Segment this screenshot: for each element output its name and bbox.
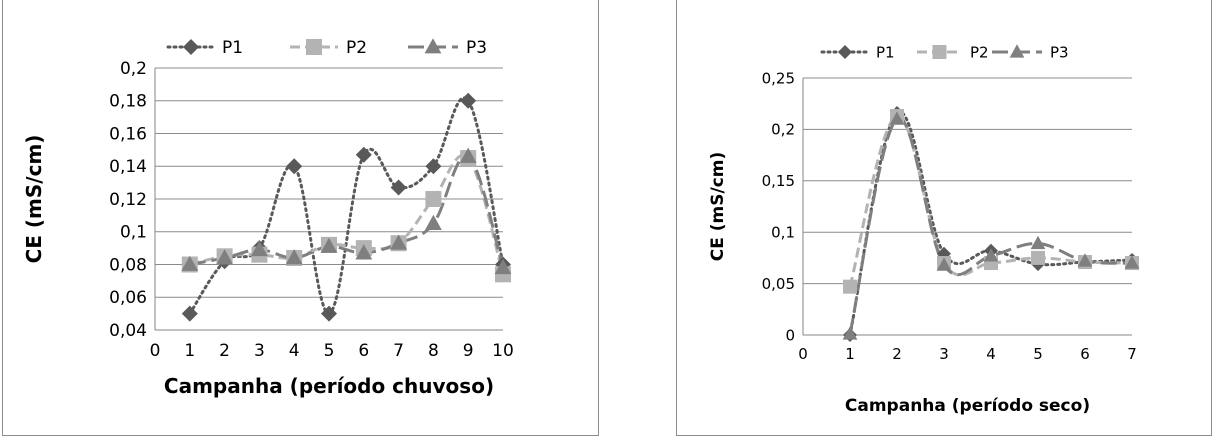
chart-panel-dry: 0 0,05 0,1 0,15 0,2 0,25 0 1 2 3 4 5 6 7 Campanha (per… <box>676 0 1212 436</box>
y-tick-label: 0,16 <box>109 124 147 144</box>
legend-marker-p3 <box>1009 44 1025 58</box>
data-point-p1 <box>460 92 477 109</box>
data-point-p3 <box>889 111 905 125</box>
y-tick-label: 0,2 <box>120 59 147 79</box>
data-point-p3 <box>459 147 477 163</box>
data-point-p3 <box>1077 253 1093 267</box>
data-point-p3 <box>181 255 199 271</box>
legend-marker-p1 <box>838 45 852 59</box>
data-point-p3 <box>1030 235 1046 250</box>
data-point-p3 <box>983 248 999 262</box>
data-point-p3 <box>216 249 233 265</box>
y-tick-label: 0,04 <box>109 321 147 341</box>
y-tick-label: 0,18 <box>109 92 147 112</box>
legend-marker-p2 <box>306 39 322 55</box>
x-axis-title: Campanha (período seco) <box>845 396 1090 416</box>
data-point-p3 <box>390 234 407 250</box>
y-tick-label: 0 <box>785 326 795 344</box>
x-axis-title: Campanha (período chuvoso) <box>164 374 494 398</box>
data-point-p3 <box>1124 255 1140 269</box>
x-tick-label: 0 <box>150 341 161 361</box>
x-tick-label: 5 <box>324 341 335 361</box>
data-point-p1 <box>286 158 303 175</box>
series-line-p1 <box>848 110 1134 337</box>
x-tick-label: 6 <box>1080 345 1090 363</box>
data-point-p3 <box>285 249 303 265</box>
x-tick-label: 10 <box>492 341 514 361</box>
data-point-p3 <box>842 326 858 340</box>
x-tick-label: 7 <box>393 341 404 361</box>
legend-label-p1: P1 <box>876 43 895 61</box>
y-tick-label: 0,1 <box>771 223 795 241</box>
data-point-p1 <box>390 179 407 196</box>
x-tick-label: 0 <box>798 345 808 363</box>
legend-label-p2: P2 <box>970 43 989 61</box>
data-point-p1 <box>355 146 372 163</box>
legend-marker-p2 <box>932 45 947 59</box>
x-tick-label: 3 <box>939 345 949 363</box>
y-tick-label: 0,12 <box>109 190 147 210</box>
data-point-p2 <box>1031 250 1045 265</box>
data-point-p3 <box>425 214 442 230</box>
data-point-p3 <box>251 240 268 257</box>
x-tick-label: 4 <box>289 341 300 361</box>
y-tick-label: 0,14 <box>109 157 147 177</box>
legend-label-p1: P1 <box>222 38 243 58</box>
x-tick-label: 5 <box>1033 345 1043 363</box>
y-tick-label: 0,2 <box>771 121 795 139</box>
y-axis-title: CE (mS/cm) <box>22 135 46 264</box>
x-tick-label: 8 <box>428 341 439 361</box>
legend-label-p2: P2 <box>346 38 367 58</box>
y-tick-label: 0,1 <box>120 223 147 243</box>
series-line-p3 <box>848 117 1133 335</box>
x-tick-label: 1 <box>184 341 195 361</box>
legend-marker-p1 <box>183 39 199 55</box>
data-point-p3 <box>320 237 338 253</box>
series-line-p2 <box>189 153 505 275</box>
x-tick-label: 9 <box>463 341 474 361</box>
data-point-p2 <box>843 279 857 294</box>
y-tick-label: 0,06 <box>109 288 147 308</box>
y-tick-label: 0,15 <box>762 172 795 190</box>
series-line-p2 <box>848 114 1133 288</box>
y-tick-label: 0,08 <box>109 255 147 275</box>
y-axis-title: CE (mS/cm) <box>708 152 728 262</box>
data-point-p2 <box>425 191 442 207</box>
x-tick-label: 3 <box>254 341 265 361</box>
x-tick-label: 6 <box>358 341 369 361</box>
legend-marker-p3 <box>424 38 442 54</box>
data-point-p1 <box>321 305 337 322</box>
data-point-p3 <box>355 244 373 260</box>
x-tick-label: 4 <box>986 345 996 363</box>
data-point-p1 <box>181 305 198 322</box>
series-line-p3 <box>189 154 505 269</box>
y-tick-label: 0,25 <box>762 69 795 87</box>
x-tick-label: 1 <box>845 345 855 363</box>
series-line-p1 <box>188 96 505 316</box>
data-point-p1 <box>425 158 442 175</box>
data-point-p3 <box>494 258 512 275</box>
legend-label-p3: P3 <box>466 38 487 58</box>
legend-label-p3: P3 <box>1050 43 1069 61</box>
chart-dry-season: 0 0,05 0,1 0,15 0,2 0,25 0 1 2 3 4 5 6 7 Campanha (per… <box>708 43 1140 416</box>
x-tick-label: 7 <box>1127 345 1137 363</box>
data-point-p3 <box>936 257 952 271</box>
x-tick-label: 2 <box>892 345 902 363</box>
chart-rainy-season: 0,04 0,06 0,08 0,1 0,12 0,14 0,16 0,18 0,2 0 1 2 3 4 5… <box>22 38 514 398</box>
x-tick-label: 2 <box>219 341 230 361</box>
chart-panel-rainy: 0,04 0,06 0,08 0,1 0,12 0,14 0,16 0,18 0,2 0 1 2 3 4 5… <box>2 0 599 436</box>
y-tick-label: 0,05 <box>762 275 795 293</box>
